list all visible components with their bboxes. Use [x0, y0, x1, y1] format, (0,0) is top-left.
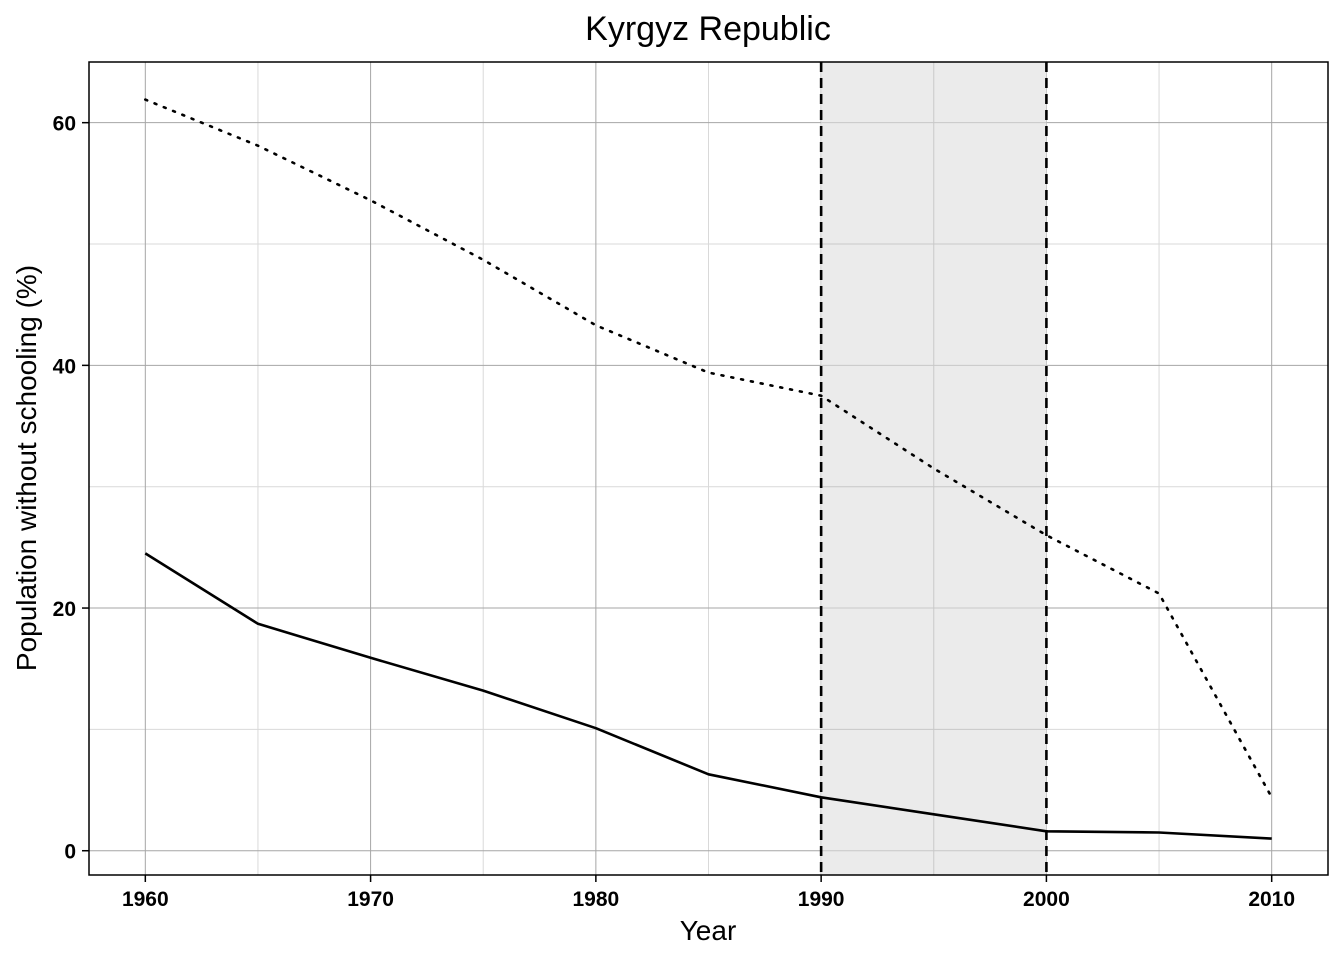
chart-title: Kyrgyz Republic	[585, 10, 831, 48]
y-axis: 0 20 40 60	[53, 113, 89, 864]
series-line-2	[144, 98, 1273, 799]
series-line-1	[144, 552, 1272, 840]
x-tick-label: 1980	[573, 888, 620, 911]
period-boundary-lines	[819, 62, 1048, 875]
plot-panel-border	[88, 61, 1329, 876]
x-tick-label: 2000	[1023, 888, 1070, 911]
y-tick-label: 60	[53, 113, 76, 136]
x-tick-label: 1970	[347, 888, 394, 911]
y-tick-label: 20	[53, 598, 76, 621]
minor-gridlines	[89, 62, 1328, 875]
y-tick-label: 40	[53, 355, 76, 378]
y-axis-title: Population without schooling (%)	[11, 265, 42, 671]
x-axis: 1960 1970 1980 1990 2000 2010	[122, 875, 1295, 911]
y-tick-label: 0	[64, 841, 76, 864]
x-tick-label: 1960	[122, 888, 169, 911]
x-tick-label: 2010	[1248, 888, 1295, 911]
x-tick-label: 1990	[798, 888, 845, 911]
x-axis-title: Year	[680, 915, 737, 946]
data-series	[144, 98, 1273, 840]
